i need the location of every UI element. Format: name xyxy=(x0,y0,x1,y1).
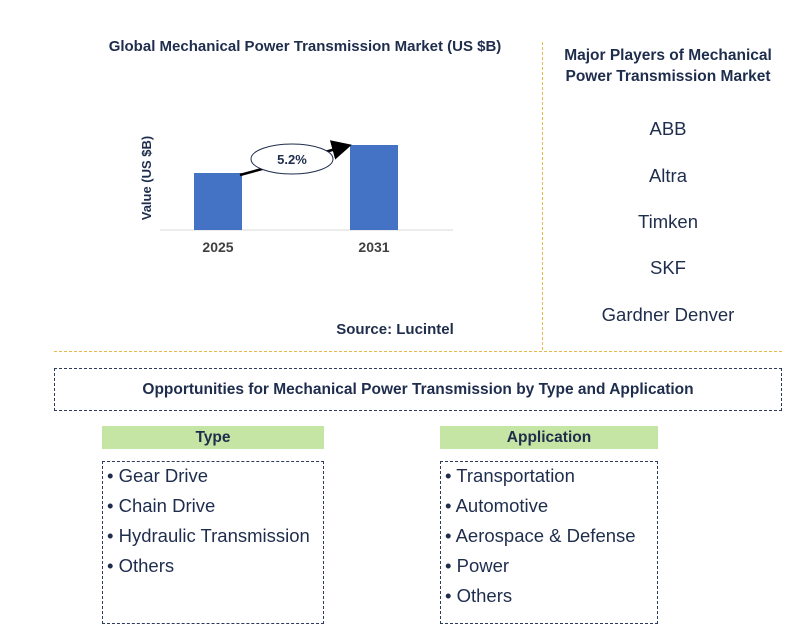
growth-rate-ellipse xyxy=(250,143,334,175)
chart-title: Global Mechanical Power Transmission Mar… xyxy=(108,38,502,55)
type-header: Type xyxy=(102,426,324,449)
x-tick-label: 2025 xyxy=(202,239,233,255)
horizontal-divider xyxy=(54,351,782,352)
application-item: • Transportation xyxy=(445,465,575,486)
opportunities-banner: Opportunities for Mechanical Power Trans… xyxy=(54,368,782,411)
player-item: Altra xyxy=(648,165,688,186)
bar-2025 xyxy=(194,173,242,230)
application-item: • Aerospace & Defense xyxy=(445,525,636,546)
type-item: • Gear Drive xyxy=(107,465,209,486)
type-item: • Hydraulic Transmission xyxy=(107,525,310,546)
opportunities-title: Opportunities for Mechanical Power Trans… xyxy=(142,381,694,398)
application-list: • Transportation • Automotive • Aerospac… xyxy=(440,461,658,624)
type-item: • Chain Drive xyxy=(107,495,216,516)
application-item: • Others xyxy=(445,585,513,606)
application-header: Application xyxy=(440,426,658,449)
player-item: Timken xyxy=(638,211,698,232)
application-item: • Power xyxy=(445,555,510,576)
player-item: ABB xyxy=(649,118,687,139)
y-axis-label: Value (US $B) xyxy=(139,136,154,221)
x-tick-label: 2031 xyxy=(358,239,389,255)
bar-2031 xyxy=(350,145,398,230)
player-item: Gardner Denver xyxy=(601,304,735,325)
player-item: SKF xyxy=(650,257,686,278)
type-item: • Others xyxy=(107,555,175,576)
application-item: • Automotive xyxy=(445,495,549,516)
bar-chart: Value (US $B) 2025 2031 5.2% xyxy=(139,136,453,255)
type-list: • Gear Drive • Chain Drive • Hydraulic T… xyxy=(102,461,324,624)
source-label: Source: Lucintel xyxy=(336,321,454,338)
vertical-divider xyxy=(542,42,543,350)
players-title: Major Players of Mechanical Power Transm… xyxy=(564,47,772,85)
growth-rate-label: 5.2% xyxy=(277,152,307,167)
